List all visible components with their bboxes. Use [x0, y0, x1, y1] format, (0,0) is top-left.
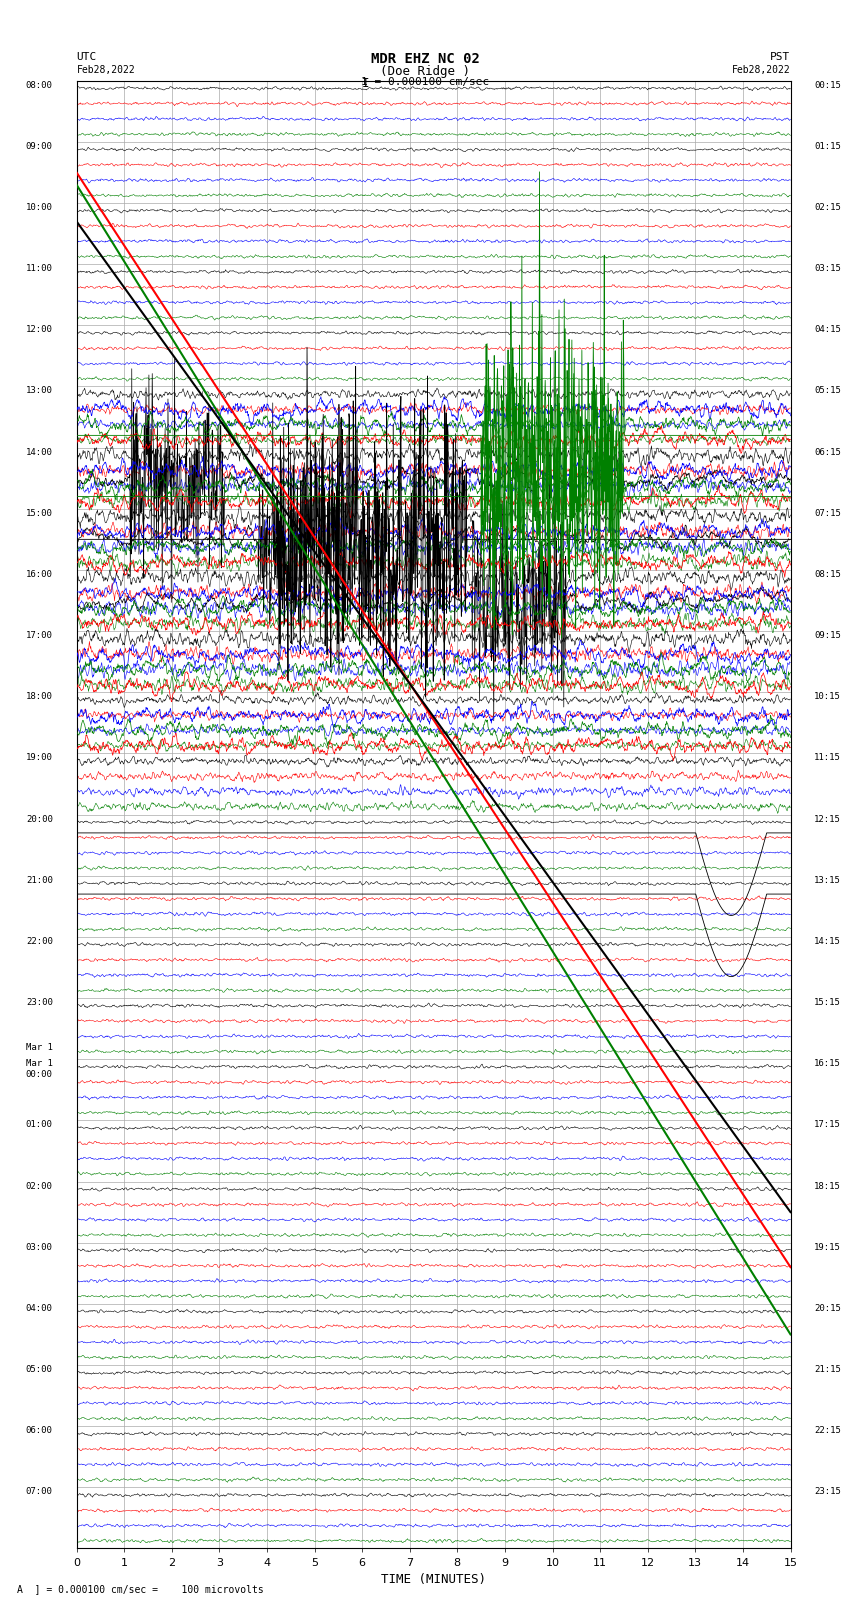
Text: 11:15: 11:15 [814, 753, 842, 763]
Text: 08:15: 08:15 [814, 569, 842, 579]
Text: 10:15: 10:15 [814, 692, 842, 702]
Text: 17:15: 17:15 [814, 1121, 842, 1129]
X-axis label: TIME (MINUTES): TIME (MINUTES) [381, 1573, 486, 1586]
Text: 01:00: 01:00 [26, 1121, 53, 1129]
Text: 05:15: 05:15 [814, 387, 842, 395]
Text: 18:00: 18:00 [26, 692, 53, 702]
Text: 20:00: 20:00 [26, 815, 53, 824]
Text: 06:00: 06:00 [26, 1426, 53, 1436]
Text: 13:00: 13:00 [26, 387, 53, 395]
Text: 10:00: 10:00 [26, 203, 53, 211]
Text: 04:00: 04:00 [26, 1303, 53, 1313]
Text: 12:00: 12:00 [26, 326, 53, 334]
Text: 15:15: 15:15 [814, 998, 842, 1007]
Text: Mar 1: Mar 1 [26, 1044, 53, 1052]
Text: 22:15: 22:15 [814, 1426, 842, 1436]
Text: 09:00: 09:00 [26, 142, 53, 150]
Text: 03:00: 03:00 [26, 1242, 53, 1252]
Text: 23:15: 23:15 [814, 1487, 842, 1497]
Text: Mar 1
00:00: Mar 1 00:00 [26, 1060, 53, 1079]
Text: 11:00: 11:00 [26, 265, 53, 273]
Text: 19:15: 19:15 [814, 1242, 842, 1252]
Text: PST: PST [770, 52, 790, 61]
Text: 01:15: 01:15 [814, 142, 842, 150]
Text: 16:00: 16:00 [26, 569, 53, 579]
Text: 15:00: 15:00 [26, 508, 53, 518]
Text: 17:00: 17:00 [26, 631, 53, 640]
Text: 09:15: 09:15 [814, 631, 842, 640]
Text: MDR EHZ NC 02: MDR EHZ NC 02 [371, 52, 479, 66]
Text: 16:15: 16:15 [814, 1060, 842, 1068]
Text: 12:15: 12:15 [814, 815, 842, 824]
Text: 18:15: 18:15 [814, 1181, 842, 1190]
Text: 14:15: 14:15 [814, 937, 842, 945]
Text: 07:00: 07:00 [26, 1487, 53, 1497]
Text: UTC: UTC [76, 52, 97, 61]
Text: 05:00: 05:00 [26, 1365, 53, 1374]
Text: 14:00: 14:00 [26, 447, 53, 456]
Text: 06:15: 06:15 [814, 447, 842, 456]
Text: (Doe Ridge ): (Doe Ridge ) [380, 65, 470, 77]
Text: 13:15: 13:15 [814, 876, 842, 884]
Text: I: I [362, 77, 369, 90]
Text: 07:15: 07:15 [814, 508, 842, 518]
Text: 03:15: 03:15 [814, 265, 842, 273]
Text: 20:15: 20:15 [814, 1303, 842, 1313]
Text: 21:00: 21:00 [26, 876, 53, 884]
Text: 02:15: 02:15 [814, 203, 842, 211]
Text: 22:00: 22:00 [26, 937, 53, 945]
Text: A  ] = 0.000100 cm/sec =    100 microvolts: A ] = 0.000100 cm/sec = 100 microvolts [17, 1584, 264, 1594]
Text: 02:00: 02:00 [26, 1181, 53, 1190]
Text: 21:15: 21:15 [814, 1365, 842, 1374]
Text: 04:15: 04:15 [814, 326, 842, 334]
Text: 23:00: 23:00 [26, 998, 53, 1007]
Text: Feb28,2022: Feb28,2022 [76, 65, 135, 74]
Text: 19:00: 19:00 [26, 753, 53, 763]
Text: 08:00: 08:00 [26, 81, 53, 90]
Text: 1 = 0.000100 cm/sec: 1 = 0.000100 cm/sec [361, 77, 489, 87]
Text: Feb28,2022: Feb28,2022 [732, 65, 791, 74]
Text: 00:15: 00:15 [814, 81, 842, 90]
